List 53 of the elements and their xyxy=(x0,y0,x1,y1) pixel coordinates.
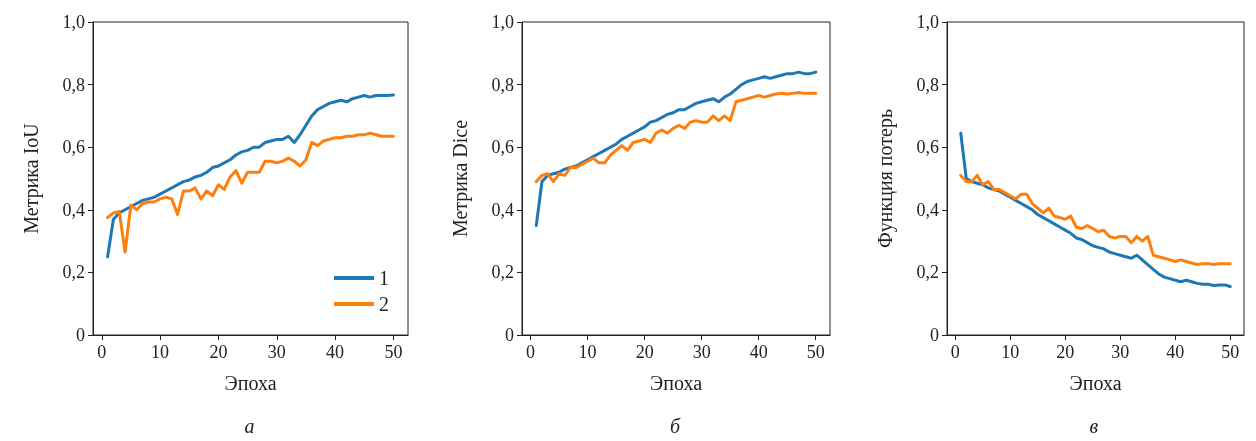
y-tick-label: 1,0 xyxy=(491,12,514,32)
y-tick-label: 1,0 xyxy=(916,12,939,32)
x-axis-title: Эпоха xyxy=(649,372,703,394)
line-series xyxy=(959,131,1232,288)
legend-label: 1 xyxy=(379,267,389,289)
x-tick-label: 20 xyxy=(1056,342,1075,362)
x-tick-label: 30 xyxy=(267,342,286,362)
y-tick-label: 0,4 xyxy=(491,199,514,220)
y-tick-label: 0,8 xyxy=(491,74,514,95)
y-tick-label: 0,4 xyxy=(62,199,85,220)
y-tick-label: 0,2 xyxy=(62,262,85,283)
y-tick-label: 0 xyxy=(930,325,939,345)
x-tick-label: 50 xyxy=(1221,342,1240,362)
y-tick-label: 0,2 xyxy=(916,262,939,283)
line-series xyxy=(534,70,818,227)
x-tick-label: 50 xyxy=(384,342,403,362)
x-tick-label: 10 xyxy=(1001,342,1020,362)
x-tick-label: 0 xyxy=(950,342,960,362)
text: в xyxy=(1089,415,1099,437)
line-series xyxy=(534,90,818,184)
x-tick-label: 40 xyxy=(326,342,345,362)
line-series xyxy=(959,173,1232,267)
y-tick-label: 0,8 xyxy=(62,74,85,95)
x-tick-label: 20 xyxy=(209,342,228,362)
y-tick-label: 1,0 xyxy=(62,12,85,32)
legend-label: 2 xyxy=(379,293,389,315)
y-tick-label: 0,6 xyxy=(491,137,514,158)
text: б xyxy=(670,415,681,437)
x-axis-title: Эпоха xyxy=(1069,372,1122,394)
y-tick-label: 0,6 xyxy=(62,137,85,158)
y-tick-label: 0 xyxy=(76,325,85,345)
x-tick-label: 40 xyxy=(1166,342,1185,362)
x-tick-label: 30 xyxy=(692,342,711,362)
x-tick-label: 0 xyxy=(97,342,107,362)
x-tick-label: 50 xyxy=(806,342,825,362)
x-tick-label: 10 xyxy=(151,342,170,362)
y-tick-label: 0 xyxy=(505,325,514,345)
y-tick-label: 0,2 xyxy=(491,262,514,283)
y-axis-title: Метрика Dice xyxy=(449,119,472,238)
x-tick-label: 10 xyxy=(578,342,597,362)
text: а xyxy=(244,415,255,437)
x-tick-label: 0 xyxy=(526,342,536,362)
x-tick-label: 20 xyxy=(635,342,654,362)
y-axis-title: Метрика IoU xyxy=(20,122,43,234)
y-axis-title: Функция потерь xyxy=(874,108,897,249)
line-series xyxy=(106,93,395,259)
y-tick-label: 0,6 xyxy=(916,137,939,158)
x-tick-label: 30 xyxy=(1111,342,1130,362)
y-tick-label: 0,8 xyxy=(916,74,939,95)
x-tick-label: 40 xyxy=(749,342,768,362)
y-tick-label: 0,4 xyxy=(916,199,939,220)
x-axis-title: Эпоха xyxy=(224,372,277,394)
line-series xyxy=(106,131,395,254)
